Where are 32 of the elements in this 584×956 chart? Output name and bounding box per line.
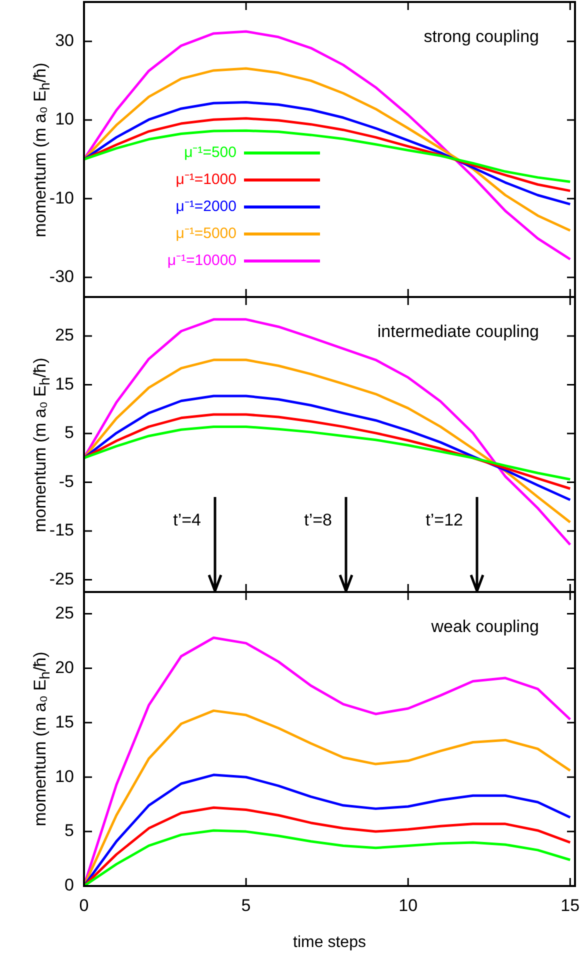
- y-tick-label: 10: [55, 766, 74, 786]
- text: μ⁻¹=5000: [176, 225, 236, 242]
- y-tick-label: -25: [49, 569, 74, 588]
- y-tick-label: 15: [55, 712, 74, 732]
- x-tick-label: 0: [79, 896, 89, 915]
- annotation: t’=8: [304, 510, 332, 530]
- y-tick-label: 30: [55, 31, 74, 50]
- text: strong coupling: [424, 27, 539, 46]
- text: μ⁻¹=2000: [176, 198, 236, 216]
- annotation: t’=4: [173, 510, 201, 530]
- x-tick-label: 10: [398, 896, 418, 915]
- y-tick-label: 5: [64, 821, 74, 840]
- y-tick-label: -15: [49, 520, 74, 540]
- y-tick-label: -30: [49, 267, 74, 286]
- x-tick-label: 5: [241, 896, 251, 915]
- x-tick-label: 15: [560, 896, 580, 915]
- x-axis-title: time steps: [293, 934, 366, 951]
- y-tick-label: -5: [58, 472, 74, 491]
- y-tick-label: -10: [49, 188, 74, 208]
- y-tick-label: 0: [64, 876, 74, 895]
- annotation: t’=12: [426, 510, 463, 530]
- y-tick-label: 15: [55, 374, 74, 394]
- series-label: μ⁻¹=500: [184, 144, 236, 162]
- text: μ⁻¹=1000: [176, 171, 236, 188]
- text: weak coupling: [430, 617, 539, 636]
- y-tick-label: 25: [55, 326, 74, 345]
- y-tick-label: 20: [55, 658, 74, 677]
- y-tick-label: 5: [64, 423, 74, 442]
- y-tick-label: 25: [55, 603, 74, 622]
- y-tick-label: 10: [55, 110, 74, 129]
- text: intermediate coupling: [377, 322, 539, 341]
- text: μ⁻¹=10000: [167, 252, 236, 270]
